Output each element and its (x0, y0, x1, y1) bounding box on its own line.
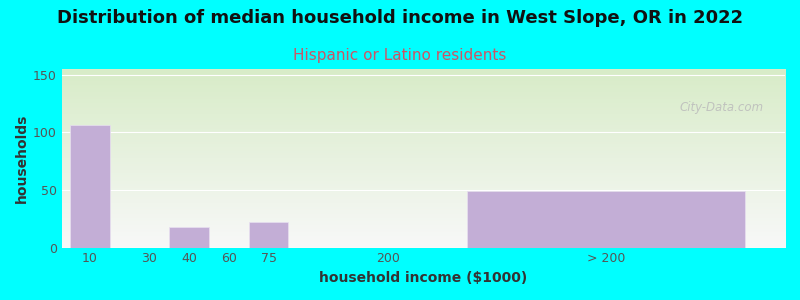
Y-axis label: households: households (15, 114, 29, 203)
Text: City-Data.com: City-Data.com (679, 101, 763, 114)
Text: Distribution of median household income in West Slope, OR in 2022: Distribution of median household income … (57, 9, 743, 27)
Bar (70, 125, 110, 248)
Text: Hispanic or Latino residents: Hispanic or Latino residents (294, 48, 506, 63)
X-axis label: household income ($1000): household income ($1000) (319, 271, 527, 285)
Bar (169, 227, 209, 248)
Bar (467, 191, 746, 247)
Bar (249, 222, 288, 248)
